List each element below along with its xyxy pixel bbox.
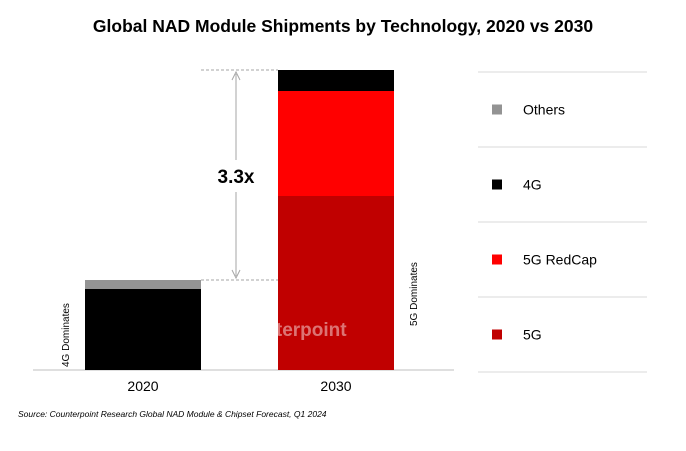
bar-segment-2030-5g <box>278 196 394 370</box>
legend: Others 4G 5G RedCap 5G <box>478 71 647 373</box>
source-note: Source: Counterpoint Research Global NAD… <box>18 409 327 419</box>
legend-label-5g-redcap: 5G RedCap <box>523 252 597 268</box>
legend-swatch-others <box>492 104 502 115</box>
bars-group: 2020 2030 Counterpoint <box>33 70 454 394</box>
watermark-logo <box>208 318 230 340</box>
watermark-text: Counterpoint <box>227 320 347 341</box>
annotation-4g-dominates: 4G Dominates <box>61 303 72 367</box>
growth-arrowhead-down <box>231 269 241 280</box>
x-tick-label-2030: 2030 <box>320 378 351 394</box>
bar-segment-2030-5g-redcap <box>278 91 394 196</box>
annotations-group: 3.3x 4G Dominates 5G Dominates <box>61 69 420 367</box>
legend-swatch-4g <box>492 179 502 190</box>
bar-segment-2020-4g <box>85 289 201 370</box>
bar-segment-2020-others <box>85 280 201 289</box>
growth-label: 3.3x <box>218 167 255 188</box>
chart-title: Global NAD Module Shipments by Technolog… <box>92 16 594 36</box>
legend-label-others: Others <box>523 102 565 118</box>
legend-swatch-5g <box>492 329 502 340</box>
legend-label-4g: 4G <box>523 177 542 193</box>
annotation-5g-dominates: 5G Dominates <box>409 262 420 326</box>
legend-label-5g: 5G <box>523 327 542 343</box>
growth-arrowhead-up <box>231 70 241 81</box>
x-tick-label-2020: 2020 <box>127 378 158 394</box>
legend-swatch-5g-redcap <box>492 254 502 265</box>
bar-segment-2030-4g <box>278 70 394 91</box>
